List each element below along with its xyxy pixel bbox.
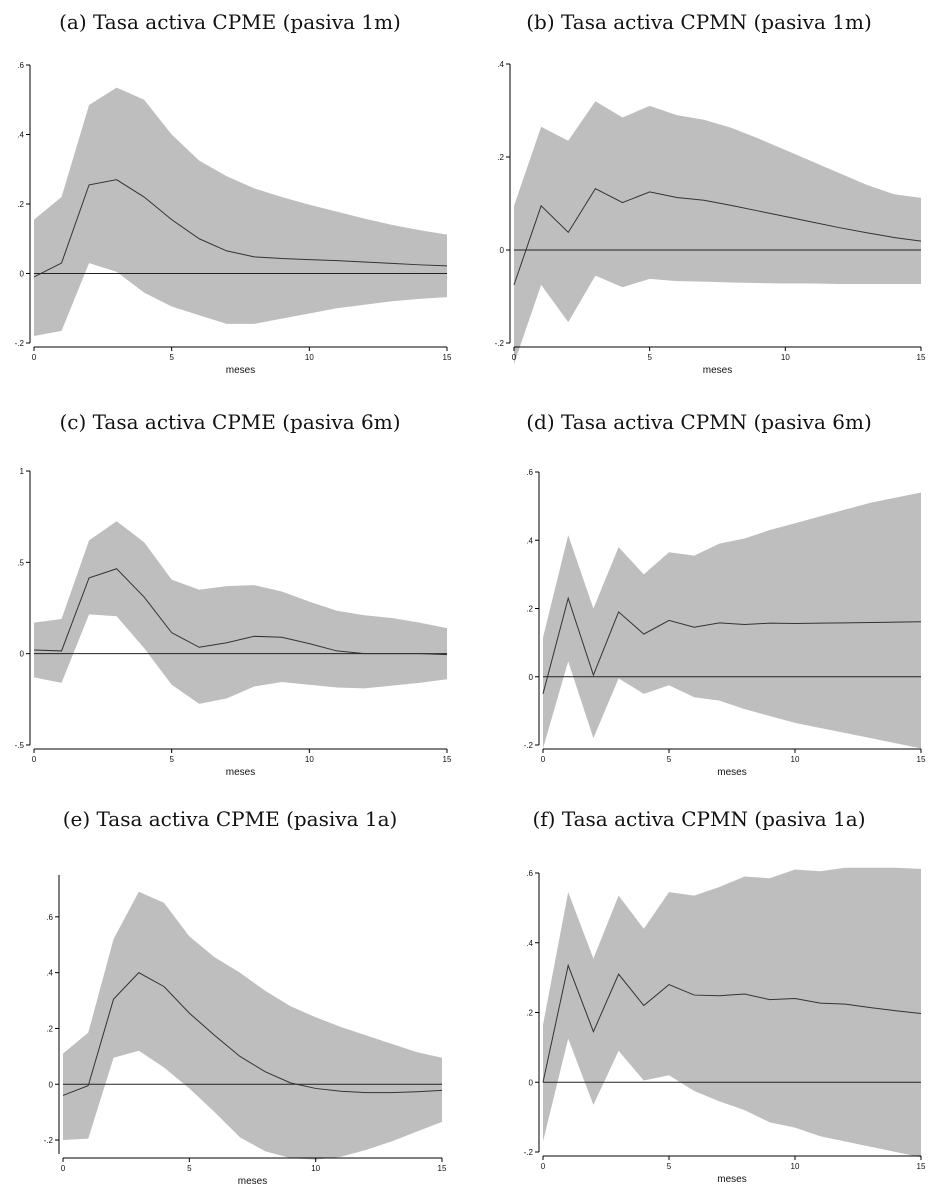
confidence-band (543, 492, 921, 749)
chart-panel: (e) Tasa activa CPME (pasiva 1a) -.2 0 .2 .4… (0, 797, 460, 1189)
chart-title: (c) Tasa activa CPME (pasiva 6m) (59, 410, 401, 434)
y-tick-label: -.5 (15, 741, 25, 750)
y-tick-label: .6 (17, 61, 24, 70)
chart-panel: (f) Tasa activa CPMN (pasiva 1a) -.2 0 .2 .4… (470, 797, 928, 1189)
y-tick-label: .2 (46, 1024, 53, 1033)
y-tick-label: 0 (529, 673, 534, 682)
impulse-response-line (62, 972, 443, 1096)
y-tick-label: .2 (17, 200, 24, 209)
x-tick-label: 10 (781, 353, 790, 362)
chart-panel: (a) Tasa activa CPME (pasiva 1m) -.2 0 .2 .4… (0, 0, 460, 395)
y-tick-label: -.2 (15, 339, 25, 348)
y-tick-label: 0 (529, 1078, 534, 1087)
x-tick-label: 0 (512, 353, 517, 362)
chart-title: (b) Tasa activa CPMN (pasiva 1m) (526, 10, 872, 34)
x-tick-label: 10 (791, 755, 800, 764)
y-tick-label: .4 (526, 536, 533, 545)
x-tick-label: 0 (541, 1162, 546, 1171)
x-tick-label: 15 (443, 353, 452, 362)
y-tick-label: -.2 (44, 1136, 54, 1145)
x-tick-label: 0 (61, 1164, 66, 1173)
y-tick-label: .5 (17, 558, 24, 567)
x-tick-label: 15 (917, 353, 926, 362)
x-tick-label: 5 (169, 755, 174, 764)
y-tick-label: -.2 (524, 741, 534, 750)
confidence-band (543, 867, 921, 1158)
y-tick-label: 0 (20, 650, 25, 659)
impulse-response-line (542, 596, 922, 694)
x-tick-label: 15 (443, 755, 452, 764)
impulse-response-line (542, 963, 922, 1083)
x-tick-label: 0 (541, 755, 546, 764)
x-tick-label: 15 (438, 1164, 447, 1173)
y-tick-label: .2 (497, 153, 504, 162)
chart-title: (f) Tasa activa CPMN (pasiva 1a) (532, 807, 866, 831)
x-axis-label: meses (717, 1174, 746, 1185)
y-tick-label: 0 (500, 246, 505, 255)
chart-svg: -.2 0 .2 .4 .6 0 5 10 15 meses (524, 867, 926, 1185)
y-tick-label: -.2 (495, 339, 505, 348)
y-tick-label: .2 (526, 1009, 533, 1018)
x-axis-label: meses (717, 767, 746, 778)
y-tick-label: .4 (46, 969, 53, 978)
y-tick-label: .2 (526, 605, 533, 614)
x-tick-label: 15 (917, 755, 926, 764)
y-tick-label: .4 (17, 131, 24, 140)
y-tick-label: .6 (46, 913, 53, 922)
y-tick-label: -.2 (524, 1148, 534, 1157)
x-tick-label: 10 (305, 353, 314, 362)
chart-title: (a) Tasa activa CPME (pasiva 1m) (59, 10, 401, 34)
y-tick-label: .6 (526, 468, 533, 477)
y-tick-label: .4 (497, 60, 504, 69)
x-axis-label: meses (238, 1176, 267, 1187)
y-tick-label: 1 (20, 467, 25, 476)
y-tick-label: 0 (49, 1080, 54, 1089)
x-tick-label: 0 (32, 353, 37, 362)
impulse-response-line (513, 187, 922, 286)
confidence-band (63, 891, 442, 1160)
y-tick-label: 0 (20, 270, 25, 279)
chart-panel: (d) Tasa activa CPMN (pasiva 6m) -.2 0 .2 .4… (470, 400, 928, 795)
x-tick-label: 5 (667, 1162, 672, 1171)
confidence-band (514, 101, 921, 364)
x-tick-label: 15 (917, 1162, 926, 1171)
x-tick-label: 10 (311, 1164, 320, 1173)
x-tick-label: 5 (647, 353, 652, 362)
y-tick-label: .4 (526, 939, 533, 948)
impulse-response-line (33, 568, 448, 656)
confidence-band (34, 521, 447, 704)
chart-svg: -.2 0 .2 .4 .6 0 5 10 15 meses (524, 468, 926, 778)
x-tick-label: 0 (32, 755, 37, 764)
chart-title: (d) Tasa activa CPMN (pasiva 6m) (526, 410, 872, 434)
chart-panel: (c) Tasa activa CPME (pasiva 6m) -.5 0.5 1 0… (0, 400, 460, 795)
x-axis-label: meses (226, 767, 255, 778)
x-tick-label: 5 (187, 1164, 192, 1173)
x-tick-label: 10 (305, 755, 314, 764)
x-tick-label: 5 (667, 755, 672, 764)
chart-svg: -.2 0 .2 .4 .6 0 5 10 15 meses (15, 61, 452, 376)
x-tick-label: 10 (791, 1162, 800, 1171)
x-axis-label: meses (226, 365, 255, 376)
chart-svg: -.2 0 .2 .4 .6 0 5 10 15 meses (44, 875, 447, 1187)
confidence-band (34, 87, 447, 337)
x-tick-label: 5 (169, 353, 174, 362)
chart-panel: (b) Tasa activa CPMN (pasiva 1m) -.2 0 .2 .4… (470, 0, 928, 395)
y-tick-label: .6 (526, 869, 533, 878)
impulse-response-line (33, 179, 448, 278)
chart-svg: -.2 0 .2 .4 0 5 10 15 meses (495, 60, 926, 376)
chart-title: (e) Tasa activa CPME (pasiva 1a) (62, 807, 398, 831)
x-axis-label: meses (703, 365, 732, 376)
